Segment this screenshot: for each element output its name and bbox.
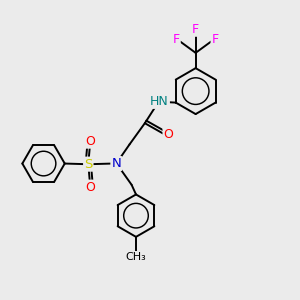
Text: N: N bbox=[111, 157, 121, 170]
Text: O: O bbox=[85, 181, 95, 194]
Text: F: F bbox=[192, 23, 199, 36]
Text: HN: HN bbox=[150, 95, 169, 108]
Text: S: S bbox=[84, 158, 92, 171]
Text: F: F bbox=[172, 33, 180, 46]
Text: O: O bbox=[85, 135, 95, 148]
Text: O: O bbox=[164, 128, 173, 142]
Text: CH₃: CH₃ bbox=[126, 252, 146, 262]
Text: F: F bbox=[212, 33, 219, 46]
